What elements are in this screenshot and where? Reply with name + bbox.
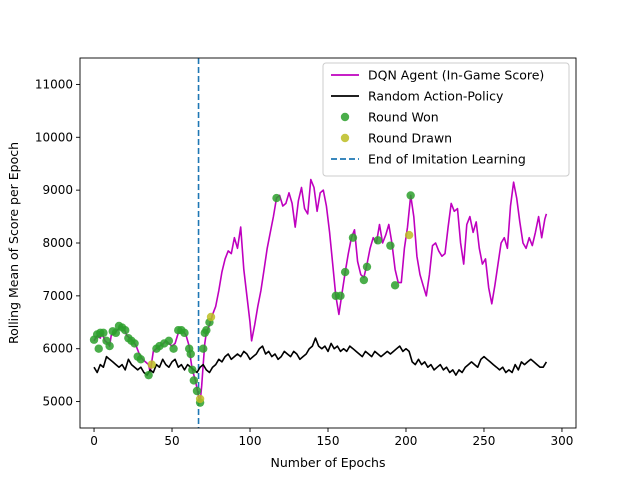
legend-swatch-won [340, 112, 350, 122]
round-won-marker [188, 365, 197, 375]
axes: 0 50 100 150 200 250 300 5000 6000 7000 8000 9000 10… [35, 57, 577, 448]
legend-label-dqn: DQN Agent (In-Game Score) [368, 68, 544, 83]
round-won-marker [192, 386, 202, 396]
x-tick-label: 250 [473, 434, 496, 448]
round-won-marker [340, 267, 350, 277]
round-won-marker [272, 193, 281, 203]
y-tick-label: 6000 [42, 342, 73, 356]
round-won-marker [105, 341, 114, 351]
x-tick-label: 150 [317, 434, 340, 448]
round-won-marker [99, 328, 108, 338]
legend-label-random: Random Action-Policy [368, 89, 504, 104]
legend-label-drawn: Round Drawn [368, 131, 452, 146]
round-won-marker [336, 291, 345, 301]
round-won-marker [390, 281, 400, 290]
y-tick-label: 10000 [35, 130, 73, 144]
legend-swatch-drawn [340, 133, 350, 143]
y-tick-label: 8000 [42, 236, 73, 250]
legend-box [322, 62, 570, 177]
round-drawn-marker [206, 312, 216, 322]
round-won-marker [189, 376, 199, 385]
x-tick-label: 200 [395, 434, 418, 448]
round-drawn-marker [195, 394, 205, 404]
x-tick-label: 100 [239, 434, 262, 448]
round-drawn-marker [147, 360, 156, 369]
round-won-marker [111, 328, 121, 338]
y-tick-label: 9000 [42, 183, 73, 197]
y-axis-label: Rolling Mean of Score per Epoch [6, 142, 21, 344]
round-won-marker [180, 328, 189, 338]
legend-label-won: Round Won [368, 110, 439, 125]
legend: DQN Agent (In-Game Score) Random Action-P… [322, 62, 570, 177]
x-axis-label: Number of Epochs [271, 455, 386, 470]
x-tick-label: 0 [90, 434, 98, 448]
series-line-random [93, 337, 548, 376]
round-drawn-marker [404, 230, 414, 240]
x-tick-label: 300 [551, 434, 574, 448]
y-tick-label: 5000 [42, 395, 73, 409]
x-tick-label: 50 [164, 434, 179, 448]
round-won-marker [348, 233, 358, 242]
round-won-marker [144, 370, 153, 380]
round-won-marker [386, 241, 395, 250]
y-tick-label: 7000 [42, 289, 73, 303]
series-layer [89, 58, 548, 428]
legend-label-vline: End of Imitation Learning [368, 152, 526, 167]
round-won-marker [186, 349, 195, 359]
round-won-marker [94, 344, 103, 353]
round-won-marker [136, 355, 146, 364]
round-won-marker [359, 275, 369, 285]
round-won-marker [406, 191, 415, 200]
round-won-marker [130, 339, 139, 348]
round-won-marker [362, 262, 372, 271]
round-won-marker [202, 326, 211, 335]
round-won-marker [121, 326, 130, 335]
round-won-marker [169, 344, 178, 353]
y-tick-label: 11000 [35, 77, 73, 91]
round-won-marker [164, 336, 174, 345]
round-won-marker [199, 344, 208, 353]
round-won-marker [373, 236, 383, 245]
